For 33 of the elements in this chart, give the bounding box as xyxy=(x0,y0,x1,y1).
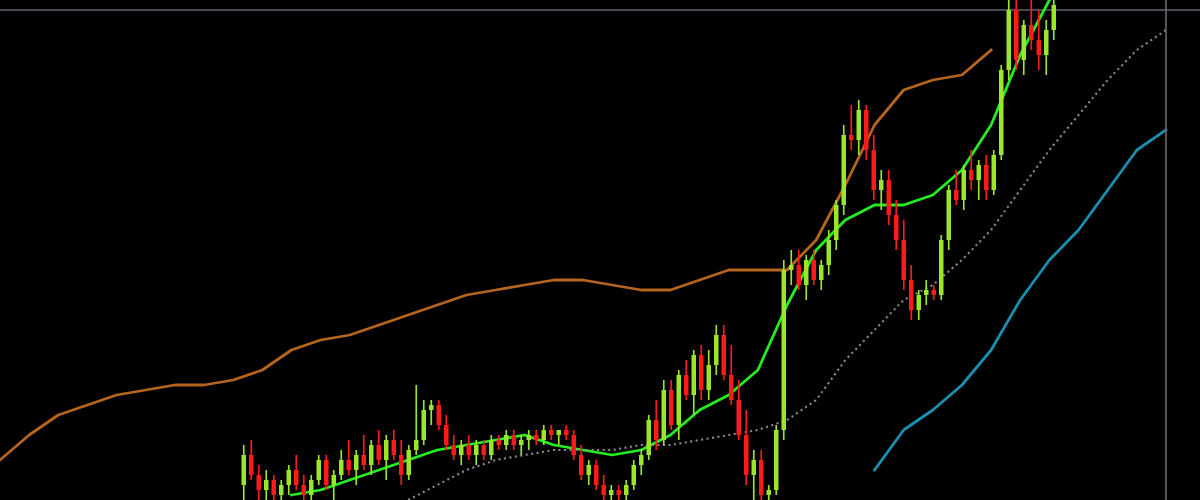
candlestick xyxy=(519,434,524,456)
candlestick xyxy=(369,439,374,476)
candlestick xyxy=(309,474,314,500)
candlestick xyxy=(294,454,299,491)
candlestick xyxy=(451,434,456,461)
candlestick xyxy=(264,469,269,500)
candlestick xyxy=(376,429,381,466)
candlestick xyxy=(444,414,449,451)
candlestick xyxy=(849,104,854,151)
candlestick xyxy=(256,464,261,500)
candlestick xyxy=(579,444,584,481)
candlestick xyxy=(414,384,419,456)
candlestick xyxy=(361,434,366,471)
candlestick xyxy=(639,449,644,476)
candlestick xyxy=(249,439,254,481)
candlestick xyxy=(511,429,516,451)
candlestick xyxy=(481,439,486,461)
candlestick xyxy=(594,459,599,491)
candlestick xyxy=(601,474,606,500)
candlestick xyxy=(631,459,636,491)
candlestick xyxy=(271,474,276,500)
candlestick xyxy=(436,399,441,431)
candlestick xyxy=(339,449,344,481)
candlestick xyxy=(796,249,801,291)
candlestick xyxy=(924,279,929,306)
candlestick xyxy=(684,359,689,401)
candlestick xyxy=(384,434,389,481)
candlestick xyxy=(489,434,494,461)
candlestick xyxy=(526,429,531,451)
candlestick xyxy=(1029,0,1034,51)
candlestick xyxy=(789,249,794,286)
candlestick xyxy=(346,439,351,476)
candlestick xyxy=(331,469,336,500)
